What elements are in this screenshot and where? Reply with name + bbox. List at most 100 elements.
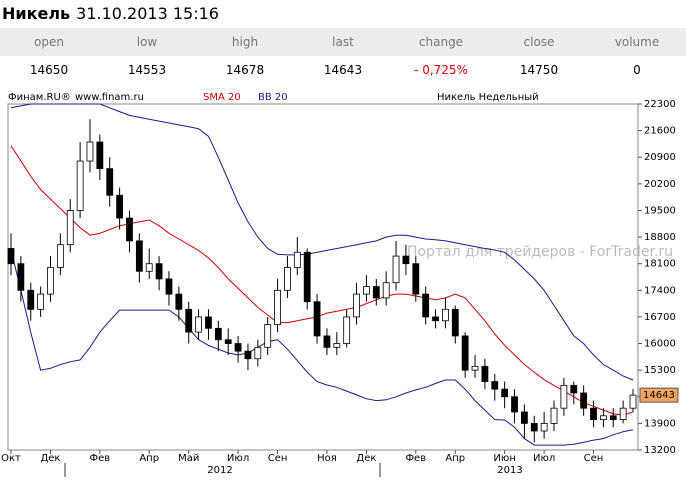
candle-body xyxy=(511,396,518,413)
bb-upper xyxy=(10,103,634,381)
candle-body xyxy=(106,168,114,196)
candle-body xyxy=(175,293,183,310)
year-label: 2012 xyxy=(207,465,232,476)
candle-body xyxy=(264,324,272,348)
candle-body xyxy=(491,381,499,390)
candle-body xyxy=(422,293,430,318)
candle-body xyxy=(471,365,479,371)
instrument: Никель xyxy=(2,4,71,23)
x-tick-label: Май xyxy=(178,453,199,464)
candle-body xyxy=(382,282,390,299)
candle-body xyxy=(126,217,133,242)
column-header: volume xyxy=(588,28,686,56)
x-tick-label: Фев xyxy=(90,453,111,464)
candle-body xyxy=(333,343,341,348)
y-tick-label: 20900 xyxy=(644,152,676,163)
candle-body xyxy=(313,301,321,337)
candle-body xyxy=(293,251,301,268)
candle-body xyxy=(37,293,45,310)
quote-table: open low high last change close volume 14650 145… xyxy=(0,28,686,84)
candle-body xyxy=(165,278,173,295)
candle-body xyxy=(402,255,410,265)
candle-body xyxy=(530,422,538,432)
y-tick-label: 22300 xyxy=(644,99,676,110)
candle-body xyxy=(599,415,607,420)
quote-value: 14650 xyxy=(29,63,69,77)
sma-line xyxy=(10,145,634,416)
chart: Финам.RU® www.finam.ru Никель Недельный … xyxy=(1,92,679,477)
candle-body xyxy=(550,407,558,424)
datetime: 31.10.2013 15:16 xyxy=(76,4,219,23)
candle-body xyxy=(501,388,509,398)
candle-body xyxy=(570,384,578,394)
candle-body xyxy=(145,263,153,272)
candle-body xyxy=(481,365,489,382)
candle-body xyxy=(56,244,64,268)
candle-body xyxy=(580,392,588,409)
x-tick-label: Июл xyxy=(533,453,555,464)
candle-body xyxy=(27,289,35,310)
x-tick-label: Июл xyxy=(227,453,249,464)
last-price-box xyxy=(639,387,679,403)
candle-body xyxy=(86,141,94,162)
x-tick-label: Сен xyxy=(584,453,604,464)
candle-body xyxy=(442,308,449,322)
legend-sma: SMA 20 xyxy=(203,92,241,103)
x-tick-label: Сен xyxy=(268,453,288,464)
candle-body xyxy=(76,160,84,211)
y-tick-label: 18100 xyxy=(644,259,676,270)
candle-body xyxy=(629,394,637,409)
column-header: high xyxy=(196,28,294,56)
quote-value: 14750 xyxy=(519,63,559,77)
y-tick-label: 15300 xyxy=(644,365,676,376)
candle-body xyxy=(47,267,54,295)
y-tick-label: 16000 xyxy=(644,339,676,350)
y-tick-label: 16700 xyxy=(644,312,676,323)
y-tick-label: 17400 xyxy=(644,285,676,296)
x-tick-label: Окт xyxy=(1,453,21,464)
value-row: 14650 14553 14678 14643 - 0,725% 14750 0 xyxy=(0,56,686,84)
x-tick-label: Дек xyxy=(356,453,376,464)
quote-value: 0 xyxy=(633,63,641,77)
y-tick-label: 21600 xyxy=(644,126,676,137)
x-tick-label: Апр xyxy=(445,453,465,464)
candle-body xyxy=(274,289,281,325)
candle-body xyxy=(520,411,528,424)
candle-body xyxy=(619,407,627,420)
candle-body xyxy=(7,248,15,265)
candle-body xyxy=(560,384,568,409)
candle-body xyxy=(303,251,311,303)
x-tick-label: Июн xyxy=(493,453,515,464)
legend-bb: BB 20 xyxy=(258,92,288,103)
candle-body xyxy=(323,335,331,348)
last-price-label: 14643 xyxy=(643,390,675,401)
x-tick-label: Апр xyxy=(139,453,159,464)
candle-body xyxy=(392,255,400,284)
candle-body xyxy=(254,346,262,360)
url: www.finam.ru xyxy=(75,92,144,103)
candle-body xyxy=(412,263,420,295)
candle-body xyxy=(214,327,222,341)
candle-body xyxy=(353,293,360,318)
column-header: low xyxy=(98,28,196,56)
candle-body xyxy=(17,263,25,291)
candle-body xyxy=(540,422,548,432)
x-tick-label: Фев xyxy=(405,453,426,464)
candle-body xyxy=(155,263,163,280)
candle-body xyxy=(116,194,124,219)
candle-body xyxy=(461,335,469,371)
column-header: last xyxy=(294,28,392,56)
quote-value: 14643 xyxy=(323,63,363,77)
candle-body xyxy=(195,316,202,333)
column-header: change xyxy=(392,28,490,56)
candle-body xyxy=(234,343,242,352)
candle-body xyxy=(96,141,104,170)
candle-body xyxy=(372,286,380,299)
bb-lower xyxy=(10,249,634,446)
candle-body xyxy=(451,308,459,337)
column-header: close xyxy=(490,28,588,56)
candle-body xyxy=(590,407,597,420)
candle-body xyxy=(66,210,74,246)
header: Никель 31.10.2013 15:16 xyxy=(0,0,686,28)
candle-body xyxy=(363,286,370,295)
